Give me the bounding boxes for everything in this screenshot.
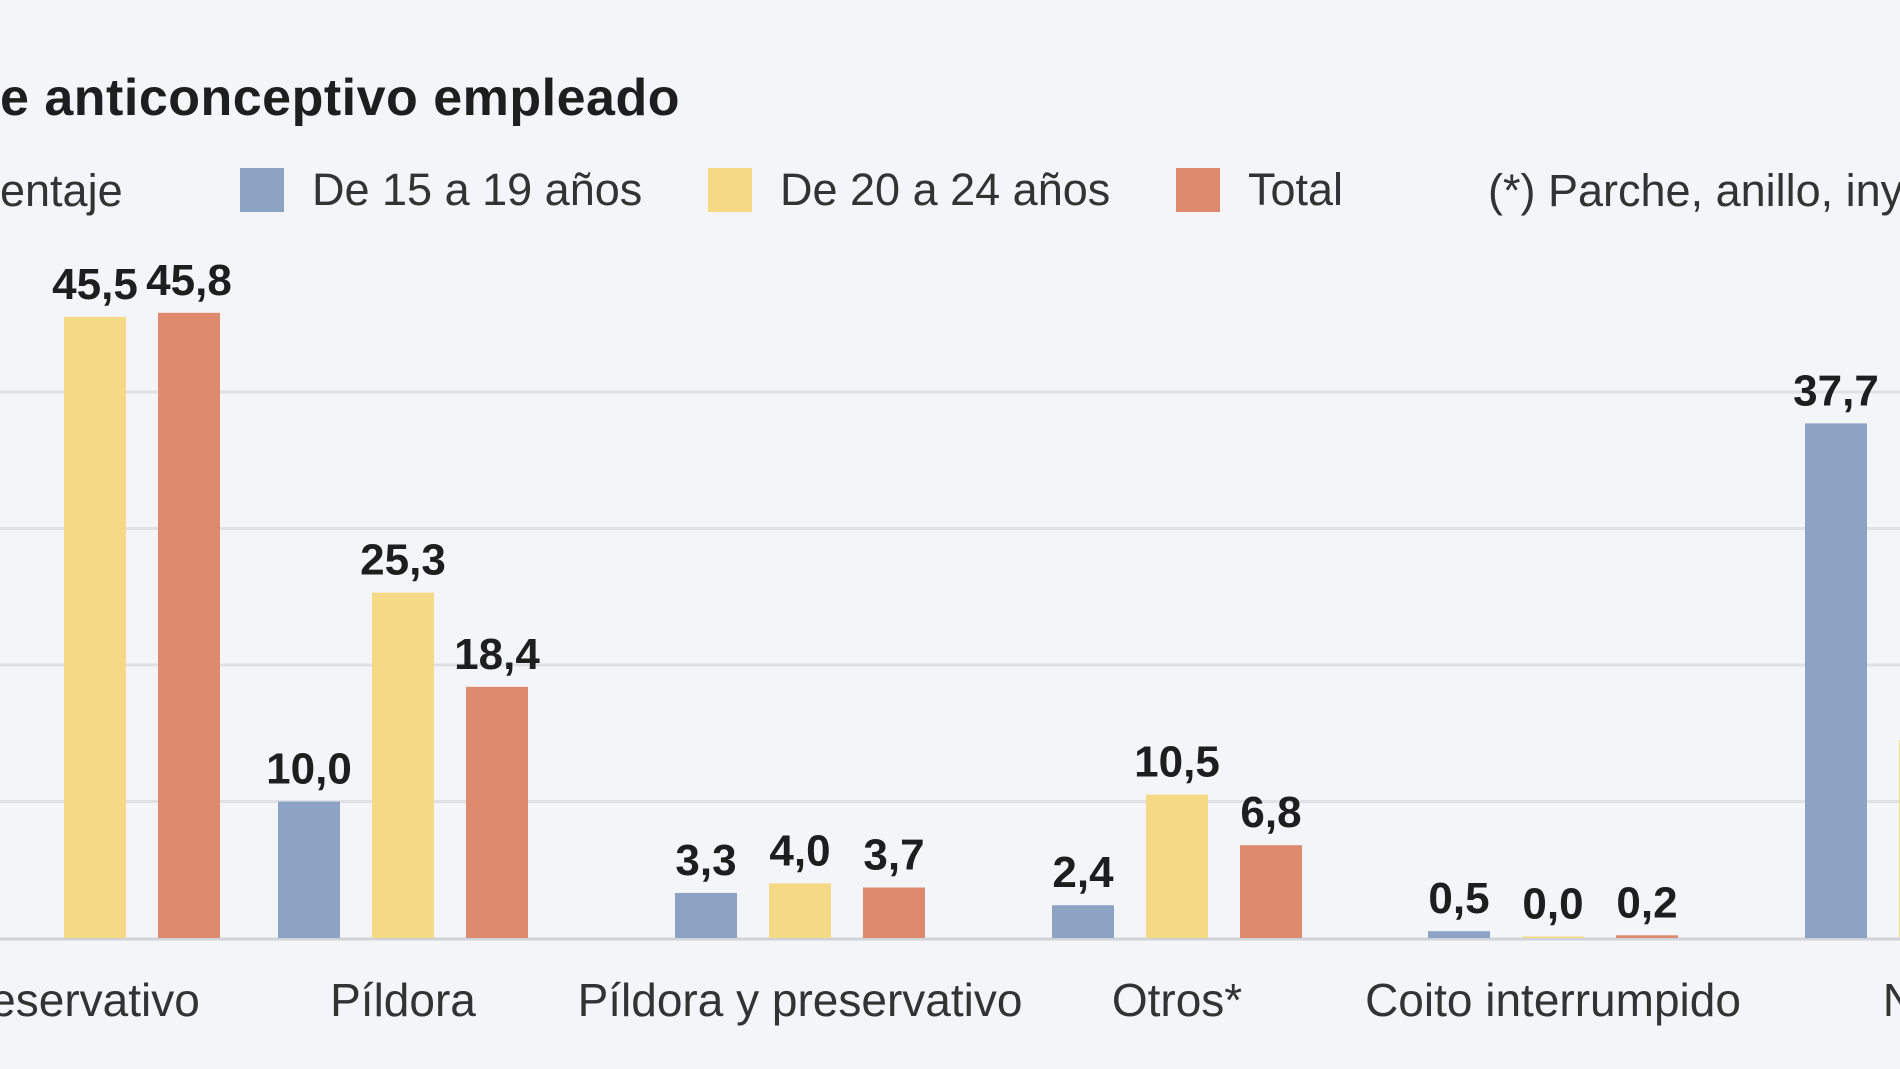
bar bbox=[1522, 936, 1584, 938]
data-label: 37,7 bbox=[1793, 366, 1879, 415]
legend-swatch-total bbox=[1176, 168, 1220, 212]
legend-swatch-15-19 bbox=[240, 168, 284, 212]
bar bbox=[1616, 935, 1678, 938]
bar bbox=[1052, 905, 1114, 938]
data-label: 4,0 bbox=[769, 826, 830, 875]
data-label: 0,2 bbox=[1616, 878, 1677, 927]
legend-item-total: Total bbox=[1176, 164, 1344, 215]
data-label: 6,8 bbox=[1240, 788, 1301, 837]
bar bbox=[1805, 423, 1867, 938]
data-label: 10,5 bbox=[1134, 738, 1220, 787]
category-label: eservativo bbox=[0, 974, 200, 1026]
chart-title: e anticonceptivo empleado bbox=[0, 69, 680, 127]
category-label: Coito interrumpido bbox=[1365, 974, 1741, 1026]
chart-note: (*) Parche, anillo, inyecta bbox=[1488, 165, 1900, 216]
data-label: 45,5 bbox=[52, 260, 138, 309]
bar bbox=[769, 883, 831, 938]
bar bbox=[372, 592, 434, 938]
legend-item-20-24: De 20 a 24 años bbox=[708, 164, 1111, 215]
bar bbox=[158, 312, 220, 939]
category-label: Ning bbox=[1883, 974, 1900, 1026]
category-label: Píldora bbox=[330, 974, 476, 1026]
bar bbox=[1146, 794, 1208, 938]
bar bbox=[1428, 931, 1490, 938]
bar bbox=[675, 892, 737, 938]
legend-item-15-19: De 15 a 19 años bbox=[240, 164, 643, 215]
bar bbox=[466, 686, 528, 938]
data-label: 45,8 bbox=[146, 256, 232, 305]
data-label: 0,5 bbox=[1428, 874, 1489, 923]
category-label: Otros* bbox=[1112, 974, 1242, 1026]
legend-label-total: Total bbox=[1248, 164, 1344, 215]
data-label: 3,7 bbox=[863, 830, 924, 879]
bar bbox=[1240, 845, 1302, 938]
data-label: 0,0 bbox=[1522, 880, 1583, 929]
legend-swatch-20-24 bbox=[708, 168, 752, 212]
unit-label: entaje bbox=[0, 165, 123, 216]
data-label: 25,3 bbox=[360, 536, 446, 585]
legend-label-15-19: De 15 a 19 años bbox=[312, 164, 643, 215]
data-label: 10,0 bbox=[266, 745, 352, 794]
bar bbox=[278, 801, 340, 938]
data-label: 18,4 bbox=[454, 630, 540, 679]
category-label: Píldora y preservativo bbox=[578, 974, 1023, 1026]
data-label: 2,4 bbox=[1052, 848, 1114, 897]
bar bbox=[64, 316, 126, 938]
bar bbox=[863, 887, 925, 938]
data-label: 3,3 bbox=[675, 836, 736, 885]
legend-label-20-24: De 20 a 24 años bbox=[780, 164, 1111, 215]
